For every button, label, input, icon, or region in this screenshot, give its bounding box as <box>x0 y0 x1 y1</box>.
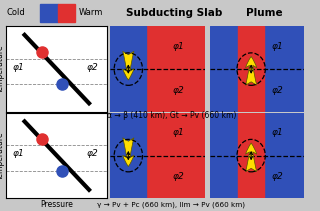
Text: φ2: φ2 <box>86 63 98 72</box>
Text: φ2: φ2 <box>272 86 284 95</box>
Bar <box>238 113 264 198</box>
Bar <box>110 113 146 198</box>
Text: Plume: Plume <box>246 8 282 18</box>
Text: Warm: Warm <box>78 8 103 17</box>
Text: φ1: φ1 <box>172 128 184 137</box>
X-axis label: Pressure: Pressure <box>40 113 73 122</box>
Text: φ1: φ1 <box>12 149 24 158</box>
Text: φ2: φ2 <box>172 86 184 95</box>
Text: φ2: φ2 <box>172 172 184 181</box>
Y-axis label: Temperature: Temperature <box>0 131 5 180</box>
Bar <box>110 26 146 112</box>
Bar <box>40 4 58 22</box>
Text: φ2: φ2 <box>272 172 284 181</box>
Text: φ1: φ1 <box>12 63 24 72</box>
Text: γ → Pv + Pc (660 km), Ilm → Pv (660 km): γ → Pv + Pc (660 km), Ilm → Pv (660 km) <box>97 201 245 208</box>
Text: φ1: φ1 <box>172 42 184 50</box>
Bar <box>58 4 75 22</box>
Text: Cold: Cold <box>6 8 25 17</box>
Text: φ2: φ2 <box>86 149 98 158</box>
Text: φ1: φ1 <box>272 128 284 137</box>
Bar <box>238 26 264 112</box>
Text: φ1: φ1 <box>272 42 284 50</box>
Text: α → β (410 km), Gt → Pv (660 km): α → β (410 km), Gt → Pv (660 km) <box>107 111 236 120</box>
Y-axis label: Temperature: Temperature <box>0 45 5 93</box>
Text: Subducting Slab: Subducting Slab <box>126 8 223 18</box>
X-axis label: Pressure: Pressure <box>40 200 73 209</box>
